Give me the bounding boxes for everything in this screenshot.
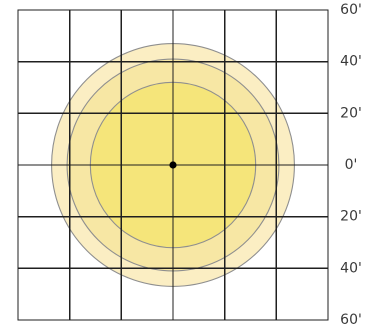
y-label-bottom-60: 60' [340,312,362,328]
y-label-top-20: 20' [340,105,362,121]
y-label-bottom-40: 40' [340,260,362,276]
center-point [169,161,177,169]
y-label-center-0: 0' [345,157,358,173]
y-label-top-40: 40' [340,54,362,70]
y-label-top-60: 60' [340,2,362,18]
y-label-bottom-20: 20' [340,209,362,225]
grid-border [17,9,329,321]
y-axis-labels: 60' 40' 20' 0' 20' 40' 60' [340,2,362,328]
